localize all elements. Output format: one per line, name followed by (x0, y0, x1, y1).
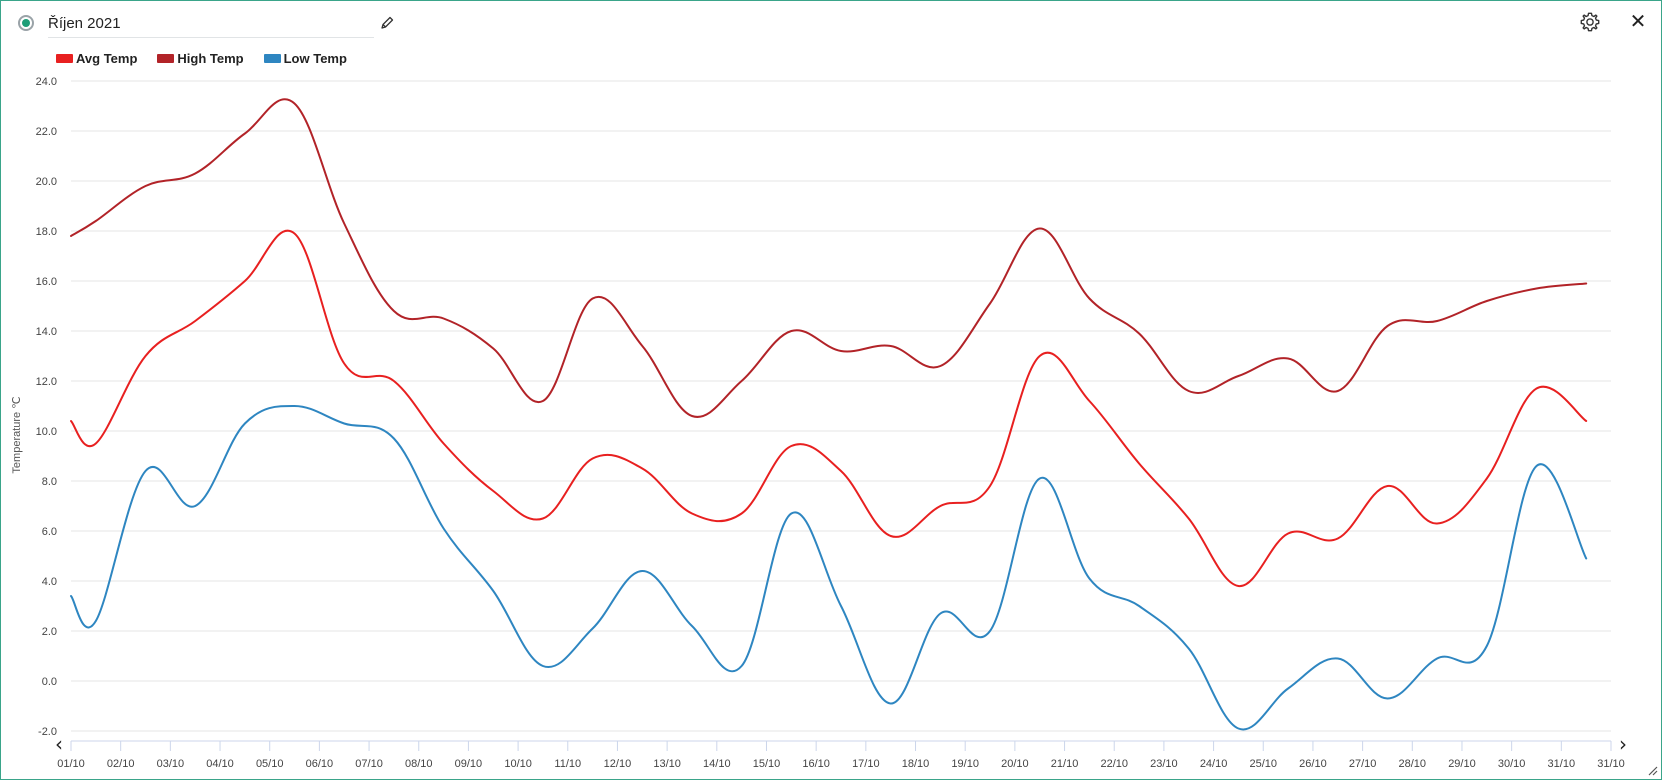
resize-grip-icon[interactable] (1646, 764, 1658, 776)
x-tick-label: 27/10 (1349, 758, 1377, 770)
y-axis-label: Temperature ℃ (11, 396, 23, 473)
x-tick-label: 05/10 (256, 758, 284, 770)
x-tick-label: 10/10 (504, 758, 532, 770)
x-axis-ticks: 01/10 02/10 03/10 04/10 05/10 06/10 07/10 08/10… (57, 741, 1625, 770)
temperature-line-chart: -2.0 0.0 2.0 4.0 6.0 8.0 10.0 12.0 14.0 16.0 18.0 2… (11, 76, 1625, 770)
x-tick-label: 01/10 (57, 758, 85, 770)
x-tick-label: 31/10 (1548, 758, 1576, 770)
legend-label-high: High Temp (177, 50, 244, 66)
gear-icon[interactable] (1579, 11, 1601, 33)
x-tick-label: 17/10 (852, 758, 880, 770)
y-tick-label: -2.0 (38, 726, 57, 738)
x-tick-label: 12/10 (604, 758, 632, 770)
pencil-icon[interactable] (379, 15, 395, 31)
close-icon[interactable]: ✕ (1629, 9, 1647, 33)
x-tick-label: 31/10 (1597, 758, 1625, 770)
x-tick-label: 08/10 (405, 758, 433, 770)
x-tick-label: 30/10 (1498, 758, 1526, 770)
y-tick-label: 0.0 (42, 676, 57, 688)
y-tick-label: 18.0 (36, 226, 57, 238)
x-tick-label: 29/10 (1448, 758, 1476, 770)
x-tick-label: 09/10 (455, 758, 483, 770)
x-tick-label: 11/10 (554, 758, 581, 770)
legend-item-high[interactable]: High Temp (157, 49, 244, 67)
status-dot-inner (22, 19, 30, 27)
x-tick-label: 14/10 (703, 758, 731, 770)
x-tick-label: 20/10 (1001, 758, 1029, 770)
x-tick-label: 19/10 (951, 758, 979, 770)
y-tick-label: 8.0 (42, 476, 57, 488)
x-tick-label: 16/10 (802, 758, 830, 770)
y-tick-label: 16.0 (36, 276, 57, 288)
x-tick-label: 21/10 (1051, 758, 1079, 770)
series-line-high-temp[interactable] (70, 98, 1588, 418)
y-tick-label: 6.0 (42, 526, 57, 538)
x-tick-label: 15/10 (753, 758, 781, 770)
y-tick-label: 14.0 (36, 326, 57, 338)
legend-swatch-high (157, 53, 175, 63)
series-line-low-temp[interactable] (70, 404, 1588, 731)
previous-period-button[interactable]: ‹ (55, 732, 63, 756)
x-tick-label: 02/10 (107, 758, 135, 770)
legend-label-avg: Avg Temp (76, 50, 138, 66)
x-tick-label: 23/10 (1150, 758, 1178, 770)
y-axis-ticks: -2.0 0.0 2.0 4.0 6.0 8.0 10.0 12.0 14.0 16.0 18.0 2… (36, 76, 57, 738)
legend-label-low: Low Temp (283, 50, 347, 66)
x-tick-label: 04/10 (206, 758, 234, 770)
x-tick-label: 06/10 (306, 758, 334, 770)
series-lines (70, 98, 1588, 731)
status-dot-icon[interactable] (18, 15, 34, 31)
legend-swatch-low (263, 53, 281, 63)
chart-title: Říjen 2021 (48, 15, 121, 32)
title-field[interactable]: Říjen 2021 (48, 11, 374, 38)
legend-swatch-avg (56, 53, 73, 63)
x-tick-label: 24/10 (1200, 758, 1228, 770)
x-tick-label: 18/10 (902, 758, 930, 770)
y-tick-label: 4.0 (42, 576, 57, 588)
legend-item-avg[interactable]: Avg Temp (56, 49, 137, 67)
next-period-button[interactable]: › (1619, 732, 1627, 756)
x-tick-label: 07/10 (355, 758, 383, 770)
x-tick-label: 25/10 (1249, 758, 1277, 770)
series-line-avg-temp[interactable] (70, 229, 1588, 588)
x-tick-label: 22/10 (1100, 758, 1128, 770)
chart-legend: Avg Temp High Temp Low Temp (56, 49, 367, 67)
y-tick-label: 2.0 (42, 626, 57, 638)
x-tick-label: 26/10 (1299, 758, 1327, 770)
y-tick-label: 20.0 (36, 176, 57, 188)
x-tick-label: 13/10 (653, 758, 681, 770)
y-tick-label: 24.0 (36, 76, 57, 88)
legend-item-low[interactable]: Low Temp (263, 49, 347, 67)
x-tick-label: 03/10 (157, 758, 185, 770)
y-tick-label: 10.0 (36, 426, 57, 438)
y-tick-label: 22.0 (36, 126, 57, 138)
x-tick-label: 28/10 (1399, 758, 1427, 770)
gridlines (71, 80, 1611, 742)
y-tick-label: 12.0 (36, 376, 57, 388)
chart-header: Říjen 2021 ✕ (1, 1, 1661, 45)
